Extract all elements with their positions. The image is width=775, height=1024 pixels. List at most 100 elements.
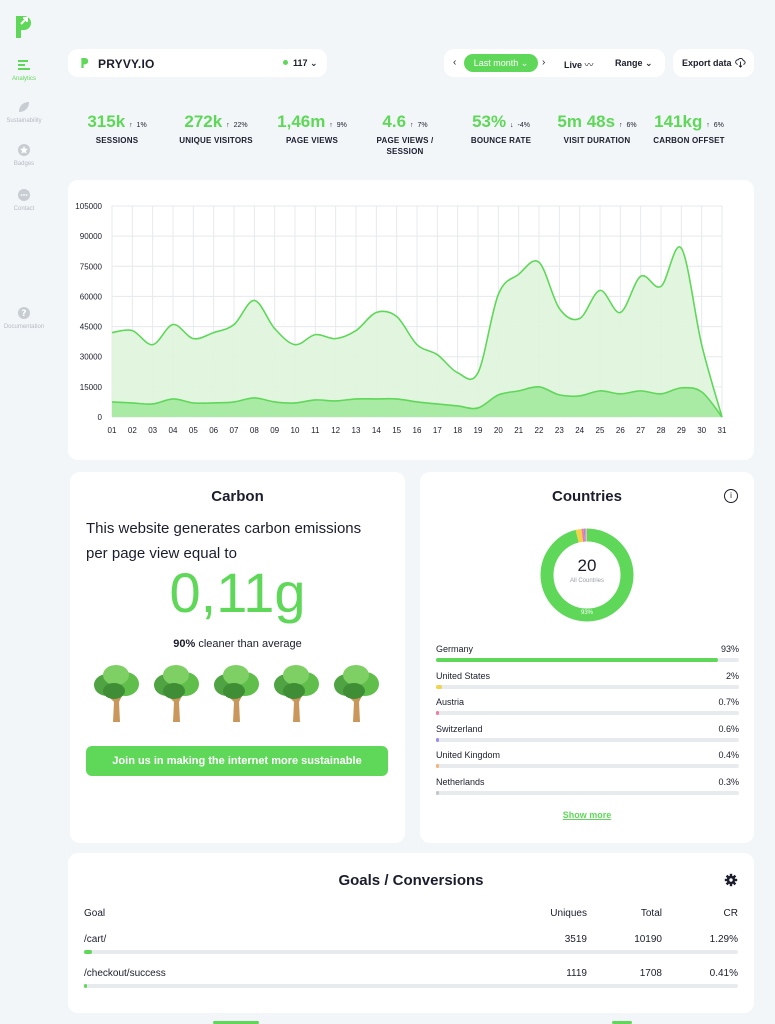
online-visitors[interactable]: 117 ⌄	[283, 58, 318, 69]
arrow-up-icon: ↑	[127, 122, 135, 129]
country-name: Austria	[436, 697, 465, 707]
country-bar	[436, 790, 739, 795]
stat-label: UNIQUE VISITORS	[179, 136, 253, 145]
stat-value: 53%	[472, 112, 507, 131]
show-more-link[interactable]: Show more	[562, 810, 612, 820]
country-pct: 0.6%	[718, 723, 739, 734]
sidebar-item-badges[interactable]: Badges	[0, 143, 48, 167]
x-tick-label: 31	[718, 426, 727, 435]
x-tick-label: 17	[433, 426, 442, 435]
x-tick-label: 15	[392, 426, 401, 435]
x-tick-label: 23	[555, 426, 564, 435]
stat-change: 7%	[417, 122, 428, 129]
y-tick-label: 75000	[80, 262, 103, 271]
cr-header: CR	[723, 908, 738, 919]
cleaner-text: cleaner than average	[195, 638, 302, 650]
countries-title: Countries	[551, 488, 622, 505]
uniques-header: Uniques	[550, 908, 587, 919]
gear-icon[interactable]	[724, 873, 738, 887]
country-pct: 2%	[725, 670, 739, 681]
series-2-line	[111, 385, 723, 418]
previous-period-icon[interactable]: ‹	[453, 57, 457, 68]
country-row[interactable]: Germany 93%	[436, 644, 739, 666]
country-row[interactable]: United Kingdom 0.4%	[436, 750, 739, 772]
x-tick-label: 11	[311, 426, 320, 435]
range-dropdown[interactable]: Range ⌄	[615, 58, 653, 69]
export-data-button[interactable]: Export data	[673, 49, 754, 77]
country-bar	[436, 658, 739, 662]
stat-label: VISIT DURATION	[563, 136, 631, 145]
y-tick-label: 45000	[80, 323, 103, 332]
x-tick-label: 06	[209, 426, 218, 435]
online-count: 117	[293, 58, 308, 68]
goal-total: 1708	[639, 968, 662, 979]
join-sustainable-button[interactable]: Join us in making the internet more sust…	[86, 746, 388, 776]
country-row[interactable]: Netherlands 0.3%	[436, 777, 739, 799]
chat-icon	[18, 189, 30, 201]
goals-title: Goals / Conversions	[338, 872, 484, 889]
period-dropdown[interactable]: Last month ⌄	[464, 54, 538, 72]
sidebar-item-sustainability[interactable]: Sustainability	[0, 100, 48, 124]
stat-value-row: 315k ↑ 1%	[74, 112, 160, 132]
stat-value: 1,46m	[277, 112, 326, 131]
stat-label: PAGE VIEWS / SESSION	[376, 136, 434, 156]
arrow-up-icon: ↑	[224, 122, 232, 129]
y-tick-label: 90000	[80, 232, 103, 241]
tree-icon	[94, 665, 139, 722]
country-bar	[436, 684, 739, 689]
stat-value: 5m 48s	[557, 112, 616, 131]
country-name: United States	[436, 670, 491, 681]
country-bar-fill	[436, 737, 440, 742]
country-row[interactable]: Austria 0.7%	[436, 697, 739, 719]
sidebar-item-contact[interactable]: Contact	[0, 188, 48, 212]
tree-icon	[154, 665, 199, 722]
svg-text:?: ?	[21, 309, 26, 319]
stat-label: SESSIONS	[95, 136, 139, 145]
chevron-down-icon: ⌄	[520, 58, 529, 68]
live-button[interactable]: Live 〰	[564, 58, 594, 71]
country-pct: 93%	[720, 644, 739, 654]
stat-value-row: 1,46m ↑ 9%	[269, 112, 355, 132]
x-tick-label: 09	[270, 426, 279, 435]
x-tick-label: 04	[169, 426, 178, 435]
stat-carbon-offset: 141kg ↑ 6% CARBON OFFSET	[646, 112, 732, 146]
arrow-up-icon: ↑	[327, 122, 335, 129]
country-pct: 0.3%	[718, 776, 739, 787]
goal-row[interactable]: /checkout/success 1119 1708 0.41%	[84, 968, 738, 998]
next-period-icon[interactable]: ›	[542, 57, 546, 68]
x-tick-label: 02	[128, 426, 137, 435]
country-pct: 0.4%	[718, 750, 739, 760]
x-tick-label: 26	[616, 426, 625, 435]
goal-cr: 0.41%	[709, 968, 738, 979]
donut-slice	[540, 528, 634, 622]
x-tick-label: 24	[575, 426, 584, 435]
country-row[interactable]: United States 2%	[436, 671, 739, 693]
stat-page-views-session: 4.6 ↑ 7% PAGE VIEWS / SESSION	[362, 112, 448, 157]
sidebar-item-documentation[interactable]: ? Documentation	[0, 306, 48, 330]
trees-row	[92, 664, 387, 726]
donut-pct: 93%	[580, 610, 593, 616]
carbon-card: Carbon This website generates carbon emi…	[70, 472, 405, 843]
country-bar-fill	[436, 711, 440, 715]
country-name: Netherlands	[436, 776, 485, 787]
goal-header: Goal	[84, 908, 106, 919]
site-selector[interactable]: PRYVY.IO 117 ⌄	[68, 49, 327, 77]
sidebar-item-analytics[interactable]: Analytics	[0, 58, 48, 82]
stat-bounce-rate: 53% ↓ -4% BOUNCE RATE	[458, 112, 544, 146]
x-tick-label: 29	[677, 426, 686, 435]
country-bar	[436, 711, 739, 715]
goal-name: /cart/	[84, 934, 107, 945]
info-icon[interactable]: i	[724, 489, 738, 503]
country-row[interactable]: Switzerland 0.6%	[436, 724, 739, 746]
pryvy-logo[interactable]	[13, 14, 35, 40]
goal-row[interactable]: /cart/3519 10190 1.29%	[84, 934, 738, 964]
stat-change: -4%	[517, 122, 530, 129]
sidebar-item-label: Badges	[13, 161, 35, 167]
y-tick-label: 105000	[75, 202, 102, 211]
goal-bar-fill	[84, 984, 87, 988]
sidebar-item-label: Contact	[13, 206, 35, 212]
series-2-area	[112, 386, 722, 417]
bars-icon	[18, 60, 30, 70]
stats-row: 315k ↑ 1% SESSIONS 272k ↑ 22% UNIQUE VISITO…	[80, 112, 750, 162]
stat-change: 6%	[626, 122, 637, 129]
